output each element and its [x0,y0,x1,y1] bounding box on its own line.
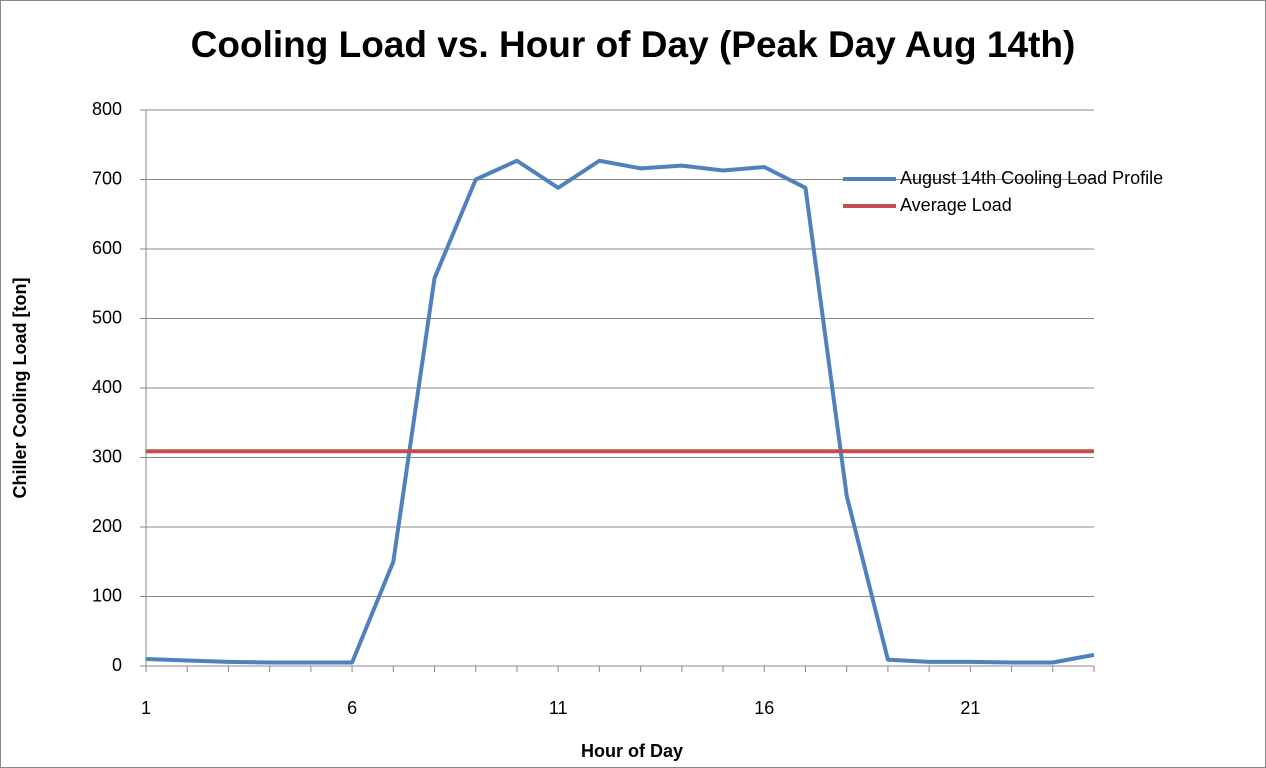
legend-label: August 14th Cooling Load Profile [900,168,1163,188]
y-tick-label: 300 [92,446,122,466]
y-tick-label: 0 [112,655,122,675]
x-tick-label: 11 [549,698,568,718]
y-axis-label: Chiller Cooling Load [ton] [10,278,30,499]
y-tick-label: 800 [92,99,122,119]
x-tick-label: 21 [960,698,980,718]
x-axis-label: Hour of Day [581,741,683,761]
y-tick-label: 500 [92,307,122,327]
x-tick-label: 6 [347,698,357,718]
y-tick-label: 600 [92,238,122,258]
y-tick-label: 400 [92,377,122,397]
y-tick-label: 700 [92,168,122,188]
y-tick-label: 200 [92,516,122,536]
x-tick-label: 1 [141,698,151,718]
y-tick-label: 100 [92,585,122,605]
chart-title: Cooling Load vs. Hour of Day (Peak Day A… [191,24,1076,65]
x-tick-label: 16 [754,698,774,718]
series-line [145,158,1095,665]
legend-label: Average Load [900,195,1012,215]
